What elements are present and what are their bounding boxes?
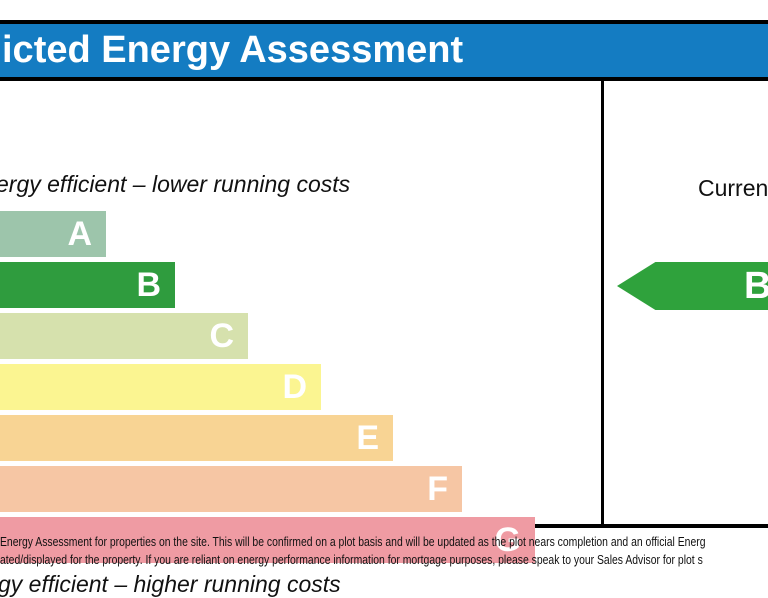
page-title: icted Energy Assessment bbox=[2, 29, 464, 71]
predicted-energy-assessment-page: { "title_bar": { "title": "icted Energy … bbox=[0, 20, 768, 597]
band-letter-d: D bbox=[282, 368, 307, 406]
band-letter-b: B bbox=[136, 266, 161, 304]
band-letter-a: A bbox=[67, 215, 92, 253]
footer-disclaimer-line-1: Energy Assessment for properties on the … bbox=[0, 534, 706, 549]
rating-band-d: D bbox=[0, 364, 321, 410]
rating-band-e: E bbox=[0, 415, 393, 461]
rating-band-c: C bbox=[0, 313, 248, 359]
band-letter-f: F bbox=[427, 470, 448, 508]
rating-band-a: A bbox=[0, 211, 106, 257]
footer-disclaimer-line-2: ated/displayed for the property. If you … bbox=[0, 552, 703, 567]
current-column-header: Current bbox=[698, 175, 768, 201]
current-rating-letter: B bbox=[744, 265, 768, 307]
epc-chart-area: ergy efficient – lower running costs gy … bbox=[0, 81, 768, 597]
rating-band-f: F bbox=[0, 466, 462, 512]
band-letter-e: E bbox=[356, 419, 379, 457]
top-caption: ergy efficient – lower running costs bbox=[0, 171, 351, 197]
rating-bands: A B C D E F G bbox=[0, 211, 535, 568]
current-rating-arrow: B bbox=[617, 262, 768, 310]
rating-band-g: G bbox=[0, 517, 535, 563]
band-letter-g: G bbox=[494, 521, 521, 559]
title-bar: icted Energy Assessment bbox=[0, 20, 768, 81]
band-letter-c: C bbox=[209, 317, 234, 355]
rating-band-b: B bbox=[0, 262, 175, 308]
bottom-caption: gy efficient – higher running costs bbox=[0, 571, 341, 597]
column-divider bbox=[601, 81, 604, 524]
